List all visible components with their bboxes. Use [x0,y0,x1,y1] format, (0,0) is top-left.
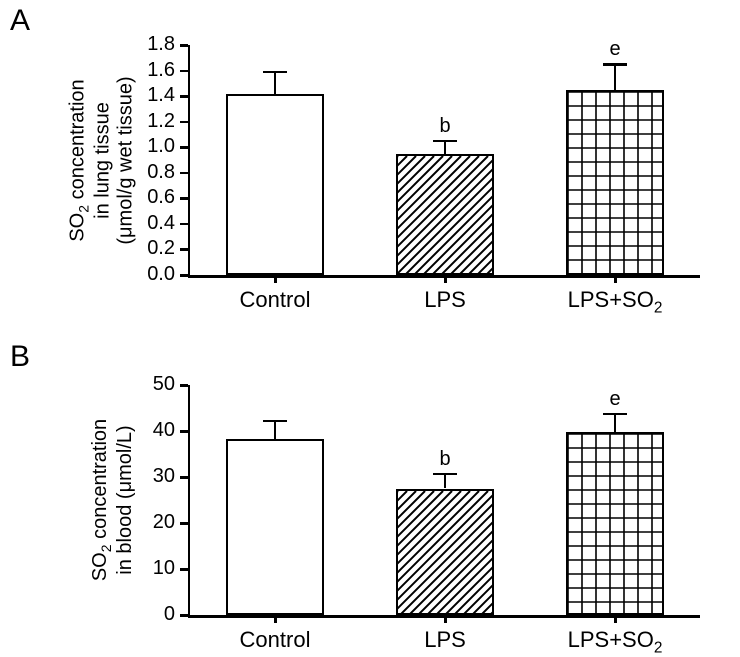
y-tick [180,568,188,571]
error-cap [433,473,457,476]
bar-pattern [568,92,663,273]
y-tick [180,384,188,387]
error-bar [274,72,277,94]
y-tick [180,614,188,617]
error-cap [263,420,287,423]
y-axis [188,45,191,278]
bar-B-1 [396,489,495,616]
significance-label: b [425,115,465,138]
y-tick [180,223,188,226]
y-axis-label: SO2 concentrationin blood (μmol/L) [89,370,135,630]
bar-A-2 [566,90,665,275]
y-axis-label: SO2 concentrationin lung tissue(μmol/g w… [66,30,135,290]
category-label: LPS [365,627,525,653]
y-tick [180,70,188,73]
category-label: LPS [365,287,525,313]
y-tick [180,430,188,433]
y-tick [180,476,188,479]
y-tick [180,172,188,175]
x-tick [614,275,617,283]
y-tick [180,95,188,98]
error-bar [444,474,447,489]
category-label: Control [195,627,355,653]
significance-label: b [425,448,465,471]
error-cap [603,63,627,66]
panel-label-A: A [10,4,30,38]
error-cap [603,413,627,416]
significance-label: e [595,388,635,411]
x-tick [274,275,277,283]
x-tick [444,615,447,623]
bar-B-0 [226,439,325,615]
y-tick [180,44,188,47]
y-tick [180,146,188,149]
panel-label-B: B [10,340,30,374]
y-tick [180,522,188,525]
x-tick [274,615,277,623]
bar-B-2 [566,432,665,615]
category-label: LPS+SO2 [535,287,695,317]
bar-pattern [568,434,663,613]
bar-A-0 [226,94,325,275]
significance-label: e [595,38,635,61]
x-tick [444,275,447,283]
bar-pattern [398,156,493,273]
error-bar [444,141,447,154]
category-label: Control [195,287,355,313]
x-tick [614,615,617,623]
error-cap [263,71,287,74]
bar-A-1 [396,154,495,275]
error-bar [274,421,277,439]
y-axis [188,385,191,618]
y-tick [180,274,188,277]
y-tick [180,248,188,251]
error-bar [614,414,617,432]
y-tick [180,121,188,124]
category-label: LPS+SO2 [535,627,695,657]
error-bar [614,64,617,90]
error-cap [433,140,457,143]
y-tick [180,197,188,200]
bar-pattern [398,491,493,614]
